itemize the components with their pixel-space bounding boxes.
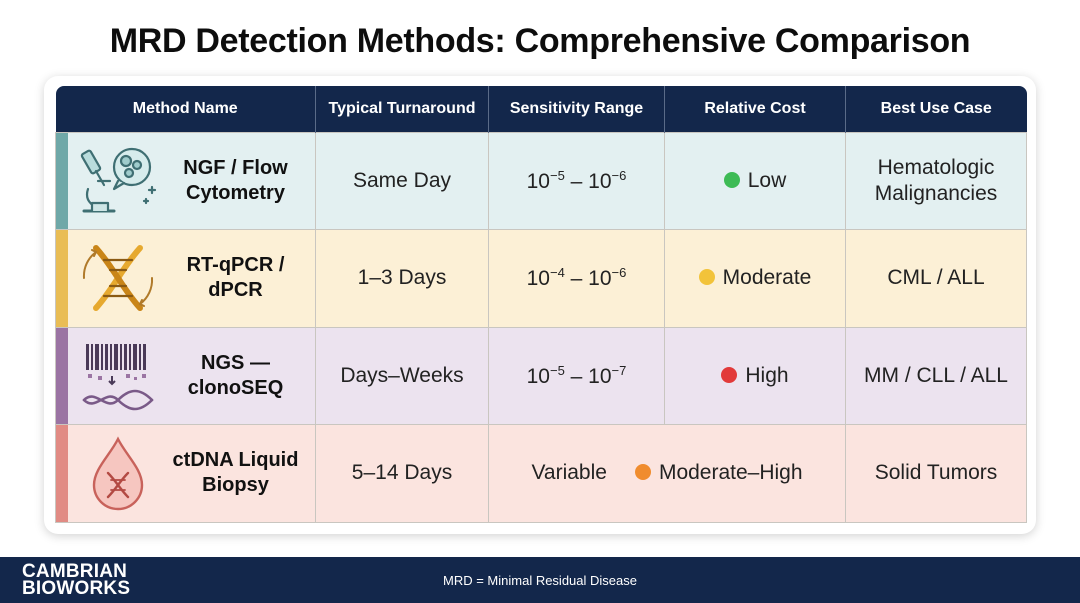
footer-bar: CAMBRIAN BIOWORKS MRD = Minimal Residual… bbox=[0, 557, 1080, 603]
use-case-cell: CML / ALL bbox=[845, 229, 1027, 328]
method-name-line2: Biopsy bbox=[202, 474, 269, 497]
row-stripe bbox=[56, 230, 68, 327]
company-logo: CAMBRIAN BIOWORKS bbox=[22, 561, 131, 599]
method-name-line2: dPCR bbox=[208, 279, 263, 302]
header-use-case: Best Use Case bbox=[845, 86, 1027, 132]
use-case-cell: Solid Tumors bbox=[845, 424, 1027, 523]
sensitivity-cell: 10−5 – 10−6 bbox=[488, 131, 665, 230]
method-name-line2: clonoSEQ bbox=[187, 376, 284, 399]
blood-drop-dna-icon bbox=[92, 436, 144, 511]
cost-indicator-dot bbox=[723, 171, 740, 188]
cost-cell: Moderate bbox=[664, 229, 846, 328]
cost-indicator-dot bbox=[721, 366, 738, 383]
method-name-line1: RT-qPCR / bbox=[186, 254, 285, 277]
comparison-table: Method Name Typical Turnaround Sensitivi… bbox=[55, 86, 1027, 523]
cost-indicator-dot bbox=[698, 269, 715, 286]
sensitivity-cell: 10−5 – 10−7 bbox=[488, 326, 665, 425]
sensitivity-value: Variable bbox=[531, 461, 607, 485]
method-name-line1: NGS — bbox=[201, 351, 270, 374]
turnaround-cell: Same Day bbox=[315, 131, 489, 230]
table-row: ctDNA Liquid Biopsy 5–14 Days Variable Mo… bbox=[55, 424, 1027, 523]
footnote: MRD = Minimal Residual Disease bbox=[443, 573, 637, 588]
method-cell: NGF / Flow Cytometry bbox=[55, 131, 316, 230]
turnaround-cell: 5–14 Days bbox=[315, 424, 489, 523]
cost-label: Moderate–High bbox=[658, 461, 803, 485]
header-method-name: Method Name bbox=[55, 86, 316, 132]
header-row: Method Name Typical Turnaround Sensitivi… bbox=[55, 86, 1027, 132]
table-row: NGS — clonoSEQ Days–Weeks 10−5 – 10−7 Hi… bbox=[55, 326, 1027, 425]
table-row: NGF / Flow Cytometry Same Day 10−5 – 10−… bbox=[55, 131, 1027, 230]
cost-label: Moderate bbox=[722, 266, 812, 290]
dna-helix-icon bbox=[82, 245, 154, 312]
cost-label: High bbox=[745, 363, 789, 387]
use-case-cell: Hematologic Malignancies bbox=[845, 131, 1027, 230]
cost-cell: Low bbox=[664, 131, 846, 230]
method-cell: ctDNA Liquid Biopsy bbox=[55, 424, 316, 523]
method-name-line2: Cytometry bbox=[186, 181, 285, 204]
barcode-sequencing-icon bbox=[82, 343, 154, 411]
header-sensitivity: Sensitivity Range bbox=[488, 86, 665, 132]
sensitivity-cell: 10−4 – 10−6 bbox=[488, 229, 665, 328]
table-row: RT-qPCR / dPCR 1–3 Days 10−4 – 10−6 Mode… bbox=[55, 229, 1027, 328]
cost-cell: High bbox=[664, 326, 846, 425]
method-name-line1: NGF / Flow bbox=[183, 156, 288, 179]
method-cell: RT-qPCR / dPCR bbox=[55, 229, 316, 328]
cost-indicator-dot bbox=[634, 464, 651, 481]
sensitivity-cost-cell: Variable Moderate–High bbox=[488, 424, 846, 523]
cost-label: Low bbox=[747, 168, 787, 192]
use-case-cell: MM / CLL / ALL bbox=[845, 326, 1027, 425]
page-title: MRD Detection Methods: Comprehensive Com… bbox=[109, 22, 971, 60]
row-stripe bbox=[56, 425, 68, 522]
turnaround-cell: 1–3 Days bbox=[315, 229, 489, 328]
row-stripe bbox=[56, 327, 68, 424]
row-stripe bbox=[56, 132, 68, 229]
turnaround-cell: Days–Weeks bbox=[315, 326, 489, 425]
method-cell: NGS — clonoSEQ bbox=[55, 326, 316, 425]
microscope-cells-icon bbox=[80, 147, 157, 213]
method-name-line1: ctDNA Liquid bbox=[172, 449, 299, 472]
header-turnaround: Typical Turnaround bbox=[315, 86, 489, 132]
header-cost: Relative Cost bbox=[664, 86, 846, 132]
